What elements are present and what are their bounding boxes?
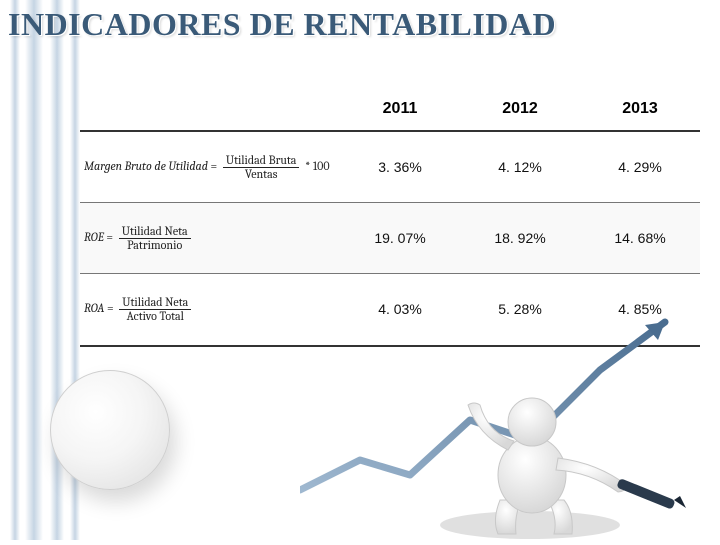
col-2013: 2013 (580, 90, 700, 131)
col-formula (80, 90, 340, 131)
table-row: Margen Bruto de Utilidad = Utilidad Brut… (80, 131, 700, 203)
stripe (10, 0, 20, 540)
col-2011: 2011 (340, 90, 460, 131)
table-row: ROE = Utilidad Neta Patrimonio 19. 07% 1… (80, 203, 700, 274)
cell-value: 18. 92% (460, 203, 580, 274)
growth-figure (300, 300, 720, 540)
cell-value: 4. 12% (460, 131, 580, 203)
cell-value: 19. 07% (340, 203, 460, 274)
cell-value: 3. 36% (340, 131, 460, 203)
page-title: INDICADORES DE RENTABILIDAD (8, 6, 556, 43)
stripe (25, 0, 43, 540)
growth-chart-icon (300, 300, 720, 540)
col-2012: 2012 (460, 90, 580, 131)
formula-roe: ROE = Utilidad Neta Patrimonio (80, 203, 340, 274)
cell-value: 4. 29% (580, 131, 700, 203)
decorative-circle (50, 370, 170, 490)
table-header-row: 2011 2012 2013 (80, 90, 700, 131)
formula-margin: Margen Bruto de Utilidad = Utilidad Brut… (80, 131, 340, 203)
cell-value: 14. 68% (580, 203, 700, 274)
